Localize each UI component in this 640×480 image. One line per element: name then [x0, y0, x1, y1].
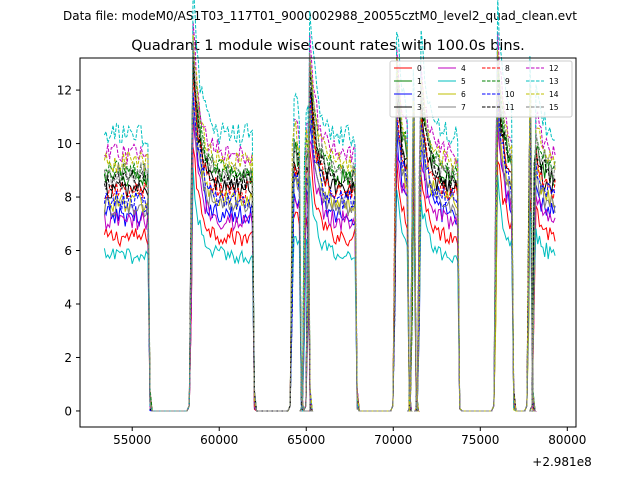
legend-label-14: 14	[549, 90, 559, 99]
x-axis: 55000 60000 65000 70000 75000 80000	[113, 427, 586, 447]
legend-label-9: 9	[505, 77, 510, 86]
y-axis: 0 2 4 6 8 10 12	[57, 84, 80, 418]
x-tick-label: 60000	[200, 433, 238, 447]
y-tick-label: 4	[64, 298, 72, 312]
series-line-14	[103, 34, 556, 412]
legend-label-0: 0	[417, 64, 422, 73]
x-offset-label: +2.981e8	[532, 455, 591, 469]
legend-label-15: 15	[549, 103, 559, 112]
x-tick-label: 65000	[287, 433, 325, 447]
legend-label-13: 13	[549, 77, 559, 86]
y-tick-label: 8	[64, 191, 72, 205]
x-tick-label: 55000	[113, 433, 151, 447]
legend-label-11: 11	[505, 103, 515, 112]
x-tick-label: 70000	[374, 433, 412, 447]
legend-label-3: 3	[417, 103, 422, 112]
legend-label-4: 4	[461, 64, 466, 73]
x-tick-label: 80000	[548, 433, 586, 447]
series-line-10	[103, 91, 556, 412]
legend-label-7: 7	[461, 103, 466, 112]
chart-suptitle: Data file: modeM0/AS1T03_117T01_90000029…	[63, 9, 577, 23]
legend-label-12: 12	[549, 64, 559, 73]
legend-label-2: 2	[417, 90, 422, 99]
series-layer	[103, 0, 556, 412]
legend-label-10: 10	[505, 90, 515, 99]
y-tick-label: 0	[64, 404, 72, 418]
series-line-15	[103, 40, 556, 412]
legend-label-8: 8	[505, 64, 510, 73]
x-tick-label: 75000	[461, 433, 499, 447]
legend-label-6: 6	[461, 90, 466, 99]
series-line-13	[103, 0, 556, 412]
y-tick-label: 6	[64, 244, 72, 258]
plot-area-frame	[79, 57, 577, 428]
chart-title: Quadrant 1 module wise count rates with …	[131, 38, 525, 54]
y-tick-label: 2	[64, 351, 72, 365]
y-tick-label: 12	[57, 84, 72, 98]
y-tick-label: 10	[57, 137, 72, 151]
legend-label-5: 5	[461, 77, 466, 86]
legend-label-1: 1	[417, 77, 422, 86]
